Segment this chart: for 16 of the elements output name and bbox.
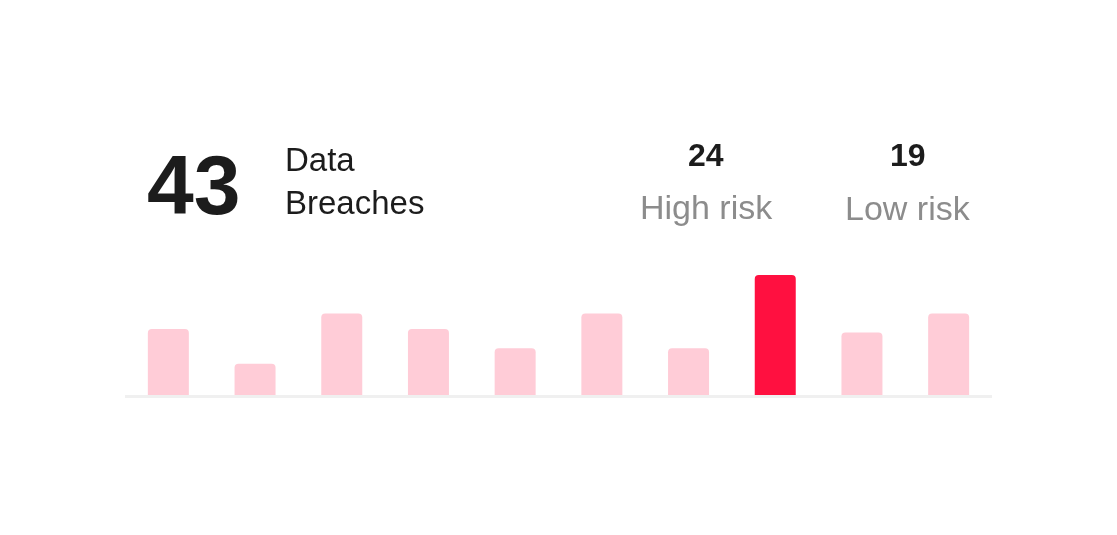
text: 24 [688,137,724,173]
bar [668,348,710,395]
text: High risk [640,188,774,226]
bar [147,329,189,395]
bar [928,313,970,395]
text: Low risk [845,189,971,227]
chart-subtitle: Data Breaches [285,141,425,221]
text: 19 [890,137,926,173]
bar [321,313,363,395]
bar [234,363,276,395]
bar [494,348,536,395]
bar [841,332,883,395]
bar [581,313,623,395]
bar [407,329,449,395]
bar [754,275,796,395]
chart-title: 43 [147,138,241,232]
